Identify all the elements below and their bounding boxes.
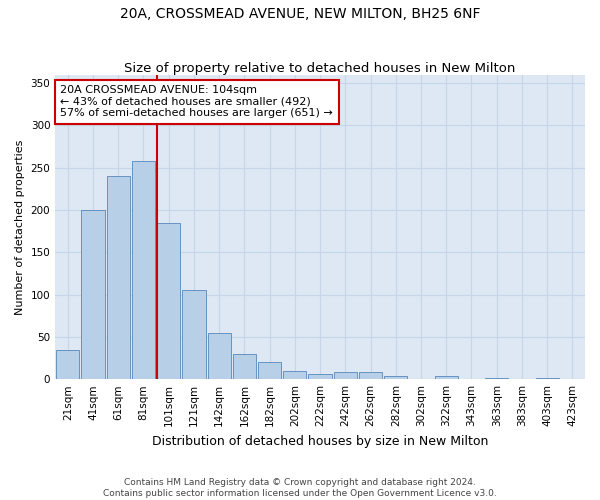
Bar bbox=[82, 210, 104, 379]
Bar bbox=[334, 372, 357, 379]
Bar bbox=[208, 332, 231, 379]
Bar bbox=[536, 378, 559, 379]
Bar bbox=[182, 290, 206, 379]
Title: Size of property relative to detached houses in New Milton: Size of property relative to detached ho… bbox=[124, 62, 516, 74]
Bar bbox=[485, 378, 508, 379]
Bar bbox=[56, 350, 79, 379]
Bar bbox=[107, 176, 130, 379]
Y-axis label: Number of detached properties: Number of detached properties bbox=[15, 139, 25, 314]
Bar bbox=[359, 372, 382, 379]
Bar bbox=[384, 376, 407, 379]
Bar bbox=[283, 370, 307, 379]
Text: Contains HM Land Registry data © Crown copyright and database right 2024.
Contai: Contains HM Land Registry data © Crown c… bbox=[103, 478, 497, 498]
Bar bbox=[157, 222, 181, 379]
Bar bbox=[132, 161, 155, 379]
Bar bbox=[233, 354, 256, 379]
X-axis label: Distribution of detached houses by size in New Milton: Distribution of detached houses by size … bbox=[152, 434, 488, 448]
Bar bbox=[434, 376, 458, 379]
Bar bbox=[258, 362, 281, 379]
Text: 20A CROSSMEAD AVENUE: 104sqm
← 43% of detached houses are smaller (492)
57% of s: 20A CROSSMEAD AVENUE: 104sqm ← 43% of de… bbox=[61, 85, 333, 118]
Text: 20A, CROSSMEAD AVENUE, NEW MILTON, BH25 6NF: 20A, CROSSMEAD AVENUE, NEW MILTON, BH25 … bbox=[120, 8, 480, 22]
Bar bbox=[308, 374, 332, 379]
